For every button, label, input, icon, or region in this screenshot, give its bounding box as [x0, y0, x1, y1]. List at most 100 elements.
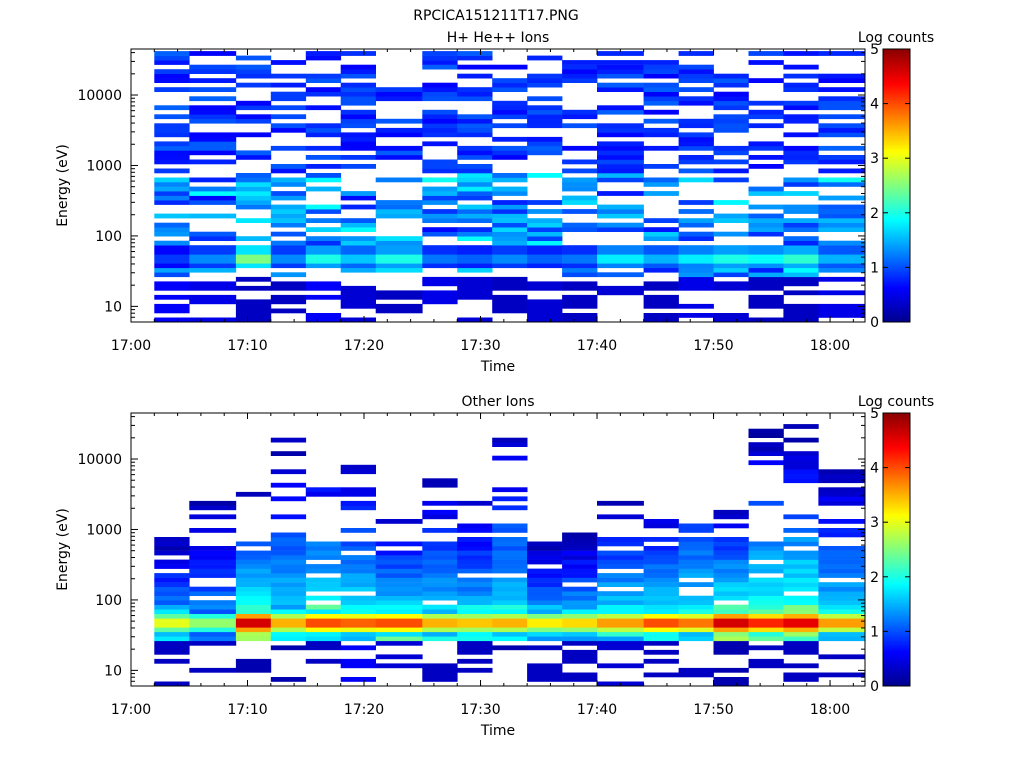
- heatmap-cell: [340, 577, 376, 583]
- heatmap-cell: [422, 109, 458, 115]
- heatmap-cell: [492, 213, 528, 219]
- heatmap-cell: [457, 209, 493, 214]
- heatmap-cell: [305, 78, 342, 83]
- heatmap-cell: [375, 267, 423, 273]
- colorbar-swatch: [883, 226, 910, 230]
- heatmap-cell: [270, 568, 307, 574]
- colorbar-swatch: [883, 681, 910, 685]
- heatmap-cell: [235, 191, 272, 196]
- heatmap-cell: [527, 613, 563, 619]
- heatmap-cell: [643, 631, 679, 637]
- heatmap-cell: [189, 186, 237, 192]
- heatmap-cell: [527, 136, 563, 142]
- heatmap-cell: [597, 285, 644, 291]
- heatmap-cell: [422, 677, 458, 682]
- heatmap-cell: [305, 127, 342, 133]
- colorbar-swatch: [883, 608, 910, 612]
- colorbar-swatch: [883, 444, 910, 448]
- heatmap-cell: [457, 559, 493, 565]
- heatmap-cell: [783, 240, 819, 246]
- colorbar-swatch: [883, 281, 910, 284]
- heatmap-cell: [189, 109, 237, 115]
- heatmap-cell: [154, 145, 190, 151]
- heatmap-cell: [818, 245, 866, 250]
- heatmap-cell: [713, 200, 749, 205]
- heatmap-cell: [154, 627, 190, 633]
- colorbar-swatch: [883, 624, 910, 628]
- heatmap-cell: [527, 663, 563, 669]
- heatmap-cell: [189, 258, 237, 264]
- colorbar-swatch: [883, 440, 910, 444]
- colorbar-tick-label: 2: [870, 206, 879, 222]
- heatmap-cell: [340, 227, 376, 232]
- heatmap-cell: [678, 303, 714, 309]
- heatmap-cell: [713, 258, 749, 264]
- colorbar-swatch: [883, 130, 910, 134]
- colorbar-swatch: [883, 215, 910, 218]
- heatmap-cell: [643, 618, 679, 624]
- heatmap-cell: [643, 245, 679, 250]
- heatmap-cell: [189, 559, 237, 565]
- heatmap-cell: [492, 105, 528, 111]
- heatmap-cell: [154, 303, 190, 309]
- heatmap-cell: [678, 222, 714, 228]
- heatmap-cell: [748, 276, 784, 282]
- heatmap-cell: [527, 573, 563, 578]
- heatmap-cell: [270, 622, 307, 628]
- heatmap-cell: [422, 509, 458, 515]
- heatmap-cell: [678, 51, 714, 56]
- heatmap-cell: [562, 541, 598, 547]
- heatmap-cell: [748, 609, 784, 614]
- colorbar-swatch: [883, 569, 910, 573]
- colorbar-swatch: [883, 424, 910, 428]
- colorbar-swatch: [883, 233, 910, 237]
- heatmap-cell: [492, 240, 528, 246]
- heatmap-cell: [783, 204, 819, 210]
- colorbar-swatch: [883, 606, 910, 610]
- heatmap-cell: [457, 231, 493, 237]
- heatmap-cell: [422, 96, 458, 102]
- heatmap-cell: [597, 132, 644, 138]
- heatmap-cell: [562, 186, 598, 192]
- heatmap-cell: [597, 636, 644, 642]
- heatmap-cell: [375, 254, 423, 260]
- heatmap-cell: [375, 609, 423, 614]
- heatmap-cell: [492, 222, 528, 228]
- heatmap-cell: [562, 182, 598, 187]
- colorbar-swatch: [883, 647, 910, 651]
- heatmap-cell: [783, 460, 819, 466]
- heatmap-cell: [457, 186, 493, 192]
- colorbar-swatch: [883, 74, 910, 77]
- heatmap-cell: [375, 290, 423, 296]
- heatmap-cell: [235, 573, 272, 578]
- heatmap-cell: [492, 258, 528, 264]
- heatmap-cell: [457, 600, 493, 605]
- heatmap-cell: [818, 249, 866, 255]
- heatmap-cell: [340, 109, 376, 115]
- heatmap-cell: [597, 500, 644, 506]
- colorbar-swatch: [883, 449, 910, 453]
- heatmap-cell: [818, 568, 866, 574]
- heatmap-cell: [597, 127, 644, 133]
- heatmap-cell: [562, 303, 598, 309]
- heatmap-cell: [422, 672, 458, 678]
- heatmap-cell: [305, 613, 342, 619]
- heatmap-cell: [527, 622, 563, 628]
- heatmap-cell: [235, 150, 272, 156]
- heatmap-cell: [375, 258, 423, 264]
- heatmap-cell: [818, 105, 866, 111]
- heatmap-cell: [818, 218, 866, 223]
- heatmap-cell: [527, 609, 563, 614]
- colorbar-swatch: [883, 319, 910, 323]
- heatmap-cell: [818, 132, 866, 138]
- colorbar-swatch: [883, 463, 910, 466]
- heatmap-cell: [154, 249, 190, 255]
- heatmap-cell: [527, 236, 563, 241]
- heatmap-cell: [748, 294, 784, 300]
- heatmap-cell: [340, 285, 376, 291]
- heatmap-cell: [818, 627, 866, 633]
- heatmap-cell: [375, 132, 423, 138]
- heatmap-cell: [713, 267, 749, 273]
- x-axis-label: Time: [480, 723, 515, 739]
- heatmap-cell: [305, 123, 342, 129]
